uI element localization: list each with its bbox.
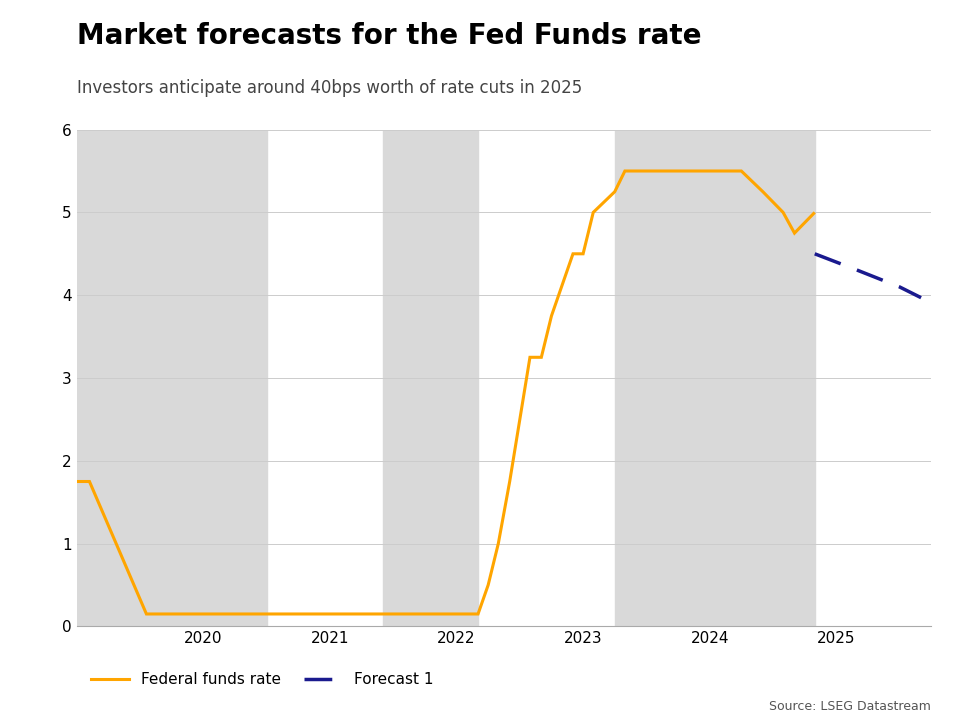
Bar	[77, 130, 267, 626]
Text: Investors anticipate around 40bps worth of rate cuts in 2025: Investors anticipate around 40bps worth …	[77, 79, 582, 97]
Bar	[614, 130, 815, 626]
Text: Market forecasts for the Fed Funds rate: Market forecasts for the Fed Funds rate	[77, 22, 702, 50]
Legend: Federal funds rate, Forecast 1: Federal funds rate, Forecast 1	[84, 666, 440, 693]
Text: Source: LSEG Datastream: Source: LSEG Datastream	[769, 700, 931, 713]
Bar	[383, 130, 478, 626]
